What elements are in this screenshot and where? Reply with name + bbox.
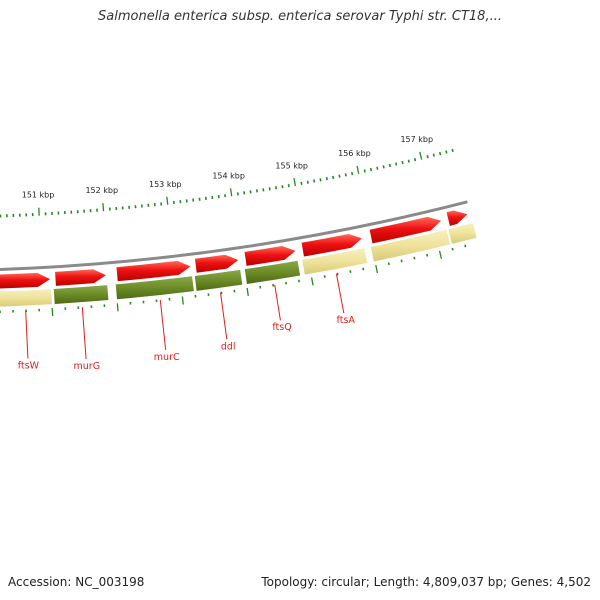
- backbone-line: [0, 200, 468, 271]
- scale-tick: [401, 160, 404, 165]
- scale-tick: [395, 162, 398, 166]
- scale-tick: [376, 166, 379, 170]
- scale-tick: [388, 163, 392, 168]
- scale-tick: [363, 169, 366, 173]
- gene-arrow-ftsQ[interactable]: [244, 246, 296, 266]
- gene-arrow-ftsA[interactable]: [301, 233, 362, 257]
- gene-arrow-ftsW[interactable]: [0, 272, 51, 289]
- outer-tick: [387, 262, 390, 266]
- scale-tick: [287, 183, 290, 188]
- gene-arrow-unlabeled[interactable]: [446, 210, 468, 226]
- scale-label: 155 kbp: [275, 161, 308, 170]
- gene-label-line-murC: [159, 300, 167, 350]
- scale-label: 153 kbp: [149, 180, 182, 189]
- scale-tick: [344, 173, 347, 177]
- gene-label-line-ftsW: [25, 310, 29, 359]
- gene-label-ftsW[interactable]: ftsW: [18, 360, 40, 371]
- scale-tick: [369, 167, 373, 172]
- scale-tick: [102, 203, 105, 212]
- gene-label-line-ftsQ: [274, 284, 281, 321]
- scale-label: 156 kbp: [338, 149, 371, 158]
- gene-label-line-murG: [81, 307, 87, 360]
- outer-tick: [246, 287, 249, 297]
- gene-arrow-ddl[interactable]: [194, 254, 239, 273]
- outer-tick: [413, 256, 416, 260]
- scale-label: 151 kbp: [22, 191, 55, 200]
- cog-segment-ddl[interactable]: [194, 269, 243, 291]
- scale-label: 152 kbp: [85, 186, 118, 195]
- scale-tick: [351, 171, 354, 176]
- outer-tick: [362, 267, 365, 271]
- scale-tick: [332, 175, 335, 180]
- scale-label: 157 kbp: [400, 135, 433, 144]
- scale-tick: [438, 151, 442, 156]
- scale-tick: [451, 148, 454, 153]
- cog-segment-unlabeled[interactable]: [448, 223, 477, 244]
- cog-segment-ftsA[interactable]: [302, 248, 368, 275]
- outer-tick: [426, 253, 429, 257]
- scale-tick: [413, 158, 417, 162]
- gene-arrow-unlabeled[interactable]: [369, 216, 442, 244]
- cog-segment-murG[interactable]: [53, 285, 109, 304]
- cog-segment-ftsW[interactable]: [0, 289, 52, 307]
- gene-label-ftsQ[interactable]: ftsQ: [272, 322, 291, 333]
- cog-segment-unlabeled[interactable]: [370, 229, 451, 262]
- accession-text: Accession: NC_003198: [8, 575, 145, 589]
- scale-tick: [325, 176, 328, 181]
- outer-tick: [438, 250, 443, 259]
- topology-summary: Topology: circular; Length: 4,809,037 bp…: [261, 575, 591, 589]
- scale-tick: [407, 159, 410, 163]
- cog-ring: [0, 223, 477, 307]
- gene-label-line-ddl: [220, 292, 228, 340]
- backbone: [0, 200, 468, 271]
- scale-tick: [356, 165, 360, 174]
- gene-arrow-murG[interactable]: [55, 269, 106, 286]
- scale-tick: [281, 185, 284, 189]
- outer-tick: [116, 303, 119, 312]
- outer-tick: [451, 247, 454, 251]
- scale-tick: [293, 177, 297, 187]
- outer-ticks: [0, 244, 467, 317]
- inner-ticks: [0, 148, 454, 218]
- outer-tick: [400, 259, 403, 263]
- outer-tick: [310, 277, 314, 286]
- scale-tick: [432, 153, 435, 157]
- map-title: Salmonella enterica subsp. enterica sero…: [98, 9, 502, 24]
- gene-label-murC[interactable]: murC: [154, 352, 180, 363]
- scale-tick: [382, 165, 385, 169]
- scale-tick: [338, 174, 341, 178]
- gene-label-ddl[interactable]: ddl: [221, 341, 236, 352]
- outer-tick: [464, 244, 467, 248]
- scale-tick: [300, 181, 303, 185]
- scale-tick: [306, 180, 309, 184]
- outer-tick: [375, 265, 379, 274]
- scale-tick: [313, 179, 316, 183]
- cog-segment-murC[interactable]: [115, 276, 194, 300]
- outer-tick: [181, 296, 184, 305]
- scale-tick: [319, 178, 322, 182]
- scale-tick: [445, 150, 448, 154]
- gene-label-murG[interactable]: murG: [74, 361, 101, 372]
- scale-label: 154 kbp: [212, 172, 245, 181]
- scale-tick: [166, 196, 169, 205]
- cog-segment-ftsQ[interactable]: [244, 260, 301, 284]
- scale-tick: [419, 151, 423, 160]
- gene-label-ftsA[interactable]: ftsA: [337, 315, 356, 326]
- scale-tick: [426, 155, 429, 159]
- gene-label-line-ftsA: [335, 273, 345, 314]
- gene-arrow-murC[interactable]: [116, 260, 191, 282]
- scale-tick: [229, 188, 233, 197]
- cds-ring: [0, 210, 468, 289]
- gene-labels: murFmraYmurDftsWmurGmurCddlftsQftsA: [18, 273, 356, 372]
